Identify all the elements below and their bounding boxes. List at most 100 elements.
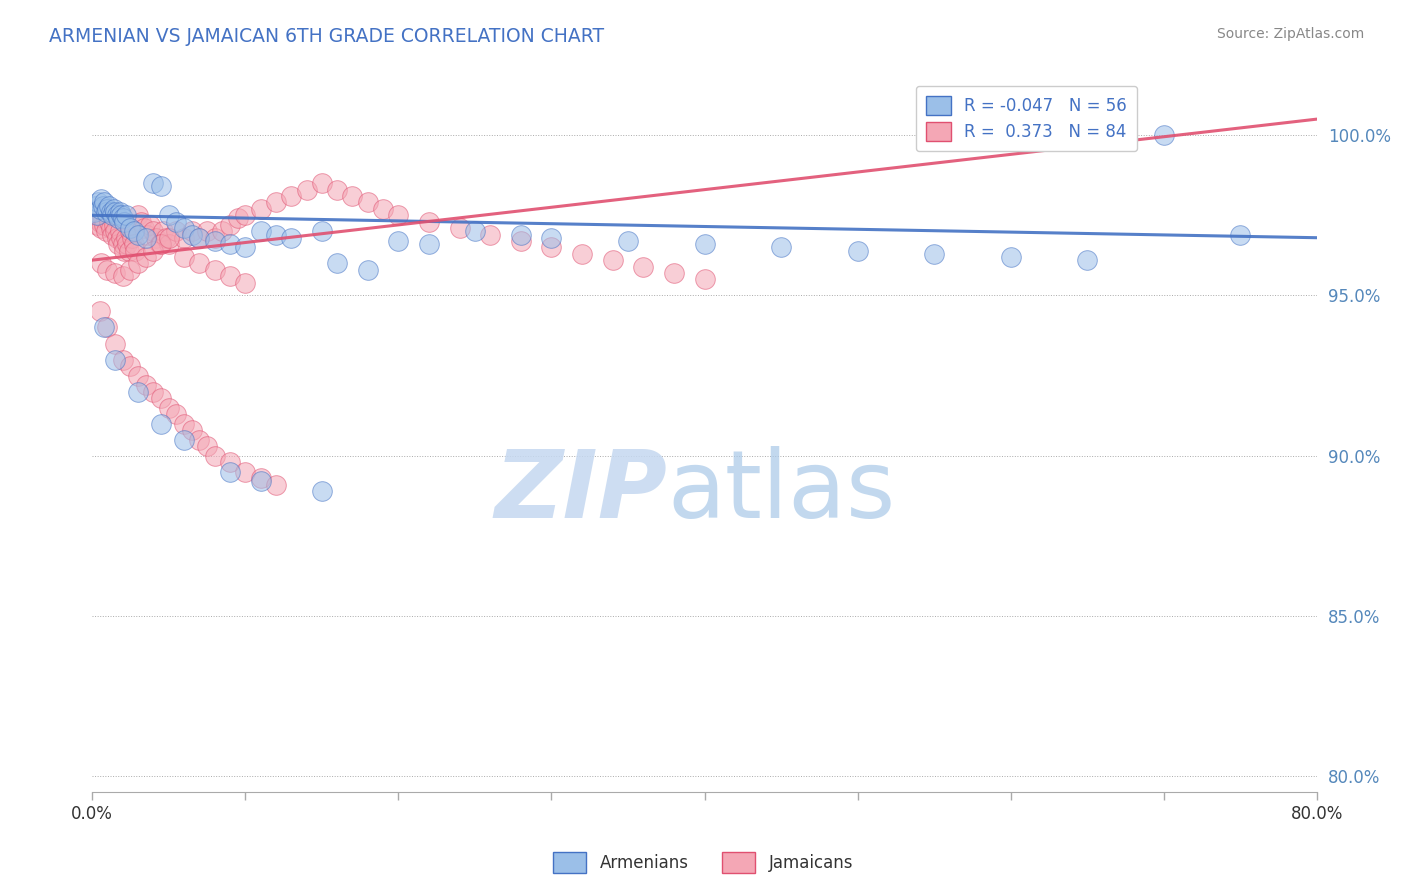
Point	[342, 189, 364, 203]
Point	[100, 205, 122, 219]
Point	[173, 231, 195, 245]
Point	[157, 401, 180, 415]
Point	[142, 176, 165, 190]
Point	[96, 262, 118, 277]
Point	[418, 215, 440, 229]
Point	[112, 215, 135, 229]
Point	[83, 205, 105, 219]
Point	[96, 320, 118, 334]
Point	[98, 215, 121, 229]
Point	[157, 237, 180, 252]
Point	[139, 218, 162, 232]
Point	[127, 368, 149, 383]
Point	[96, 202, 118, 216]
Point	[326, 256, 349, 270]
Point	[233, 465, 256, 479]
Point	[83, 205, 105, 219]
Point	[127, 208, 149, 222]
Point	[1229, 227, 1251, 242]
Point	[633, 260, 655, 274]
Point	[180, 224, 202, 238]
Point	[188, 231, 211, 245]
Point	[135, 378, 157, 392]
Point	[91, 211, 114, 226]
Point	[103, 218, 125, 232]
Point	[152, 224, 174, 238]
Point	[662, 266, 685, 280]
Point	[509, 234, 531, 248]
Point	[104, 352, 127, 367]
Point	[165, 407, 187, 421]
Point	[121, 231, 143, 245]
Point	[280, 189, 302, 203]
Point	[173, 250, 195, 264]
Point	[135, 231, 157, 245]
Point	[104, 336, 127, 351]
Point	[96, 208, 118, 222]
Point	[249, 224, 271, 238]
Point	[90, 256, 112, 270]
Point	[150, 391, 173, 405]
Point	[107, 237, 129, 252]
Point	[105, 208, 128, 222]
Point	[249, 475, 271, 489]
Point	[107, 211, 129, 226]
Point	[540, 240, 562, 254]
Point	[464, 224, 486, 238]
Point	[86, 218, 108, 232]
Point	[142, 244, 165, 258]
Point	[145, 231, 167, 245]
Point	[219, 269, 242, 284]
Legend: Armenians, Jamaicans: Armenians, Jamaicans	[547, 846, 859, 880]
Point	[357, 262, 380, 277]
Point	[93, 320, 115, 334]
Point	[1153, 128, 1175, 143]
Point	[104, 266, 127, 280]
Point	[571, 246, 593, 260]
Point	[311, 483, 333, 498]
Point	[108, 224, 131, 238]
Point	[135, 250, 157, 264]
Point	[387, 234, 409, 248]
Point	[264, 227, 287, 242]
Point	[110, 208, 132, 222]
Point	[180, 423, 202, 437]
Point	[204, 262, 226, 277]
Point	[326, 183, 349, 197]
Point	[264, 477, 287, 491]
Point	[219, 218, 242, 232]
Text: ARMENIAN VS JAMAICAN 6TH GRADE CORRELATION CHART: ARMENIAN VS JAMAICAN 6TH GRADE CORRELATI…	[49, 27, 605, 45]
Point	[87, 208, 110, 222]
Point	[101, 208, 124, 222]
Point	[249, 471, 271, 485]
Text: atlas: atlas	[668, 446, 896, 538]
Point	[89, 304, 111, 318]
Point	[94, 205, 117, 219]
Point	[165, 224, 187, 238]
Point	[233, 240, 256, 254]
Point	[111, 237, 134, 252]
Point	[211, 224, 233, 238]
Point	[540, 231, 562, 245]
Point	[91, 199, 114, 213]
Point	[136, 227, 159, 242]
Point	[120, 359, 142, 373]
Point	[111, 211, 134, 226]
Point	[219, 465, 242, 479]
Point	[120, 221, 142, 235]
Point	[219, 455, 242, 469]
Point	[311, 176, 333, 190]
Point	[87, 195, 110, 210]
Point	[117, 237, 139, 252]
Point	[111, 352, 134, 367]
Point	[93, 218, 115, 232]
Point	[84, 211, 107, 226]
Point	[188, 256, 211, 270]
Point	[108, 205, 131, 219]
Point	[118, 244, 141, 258]
Point	[226, 211, 249, 226]
Text: Source: ZipAtlas.com: Source: ZipAtlas.com	[1216, 27, 1364, 41]
Point	[112, 244, 135, 258]
Point	[100, 221, 122, 235]
Point	[103, 202, 125, 216]
